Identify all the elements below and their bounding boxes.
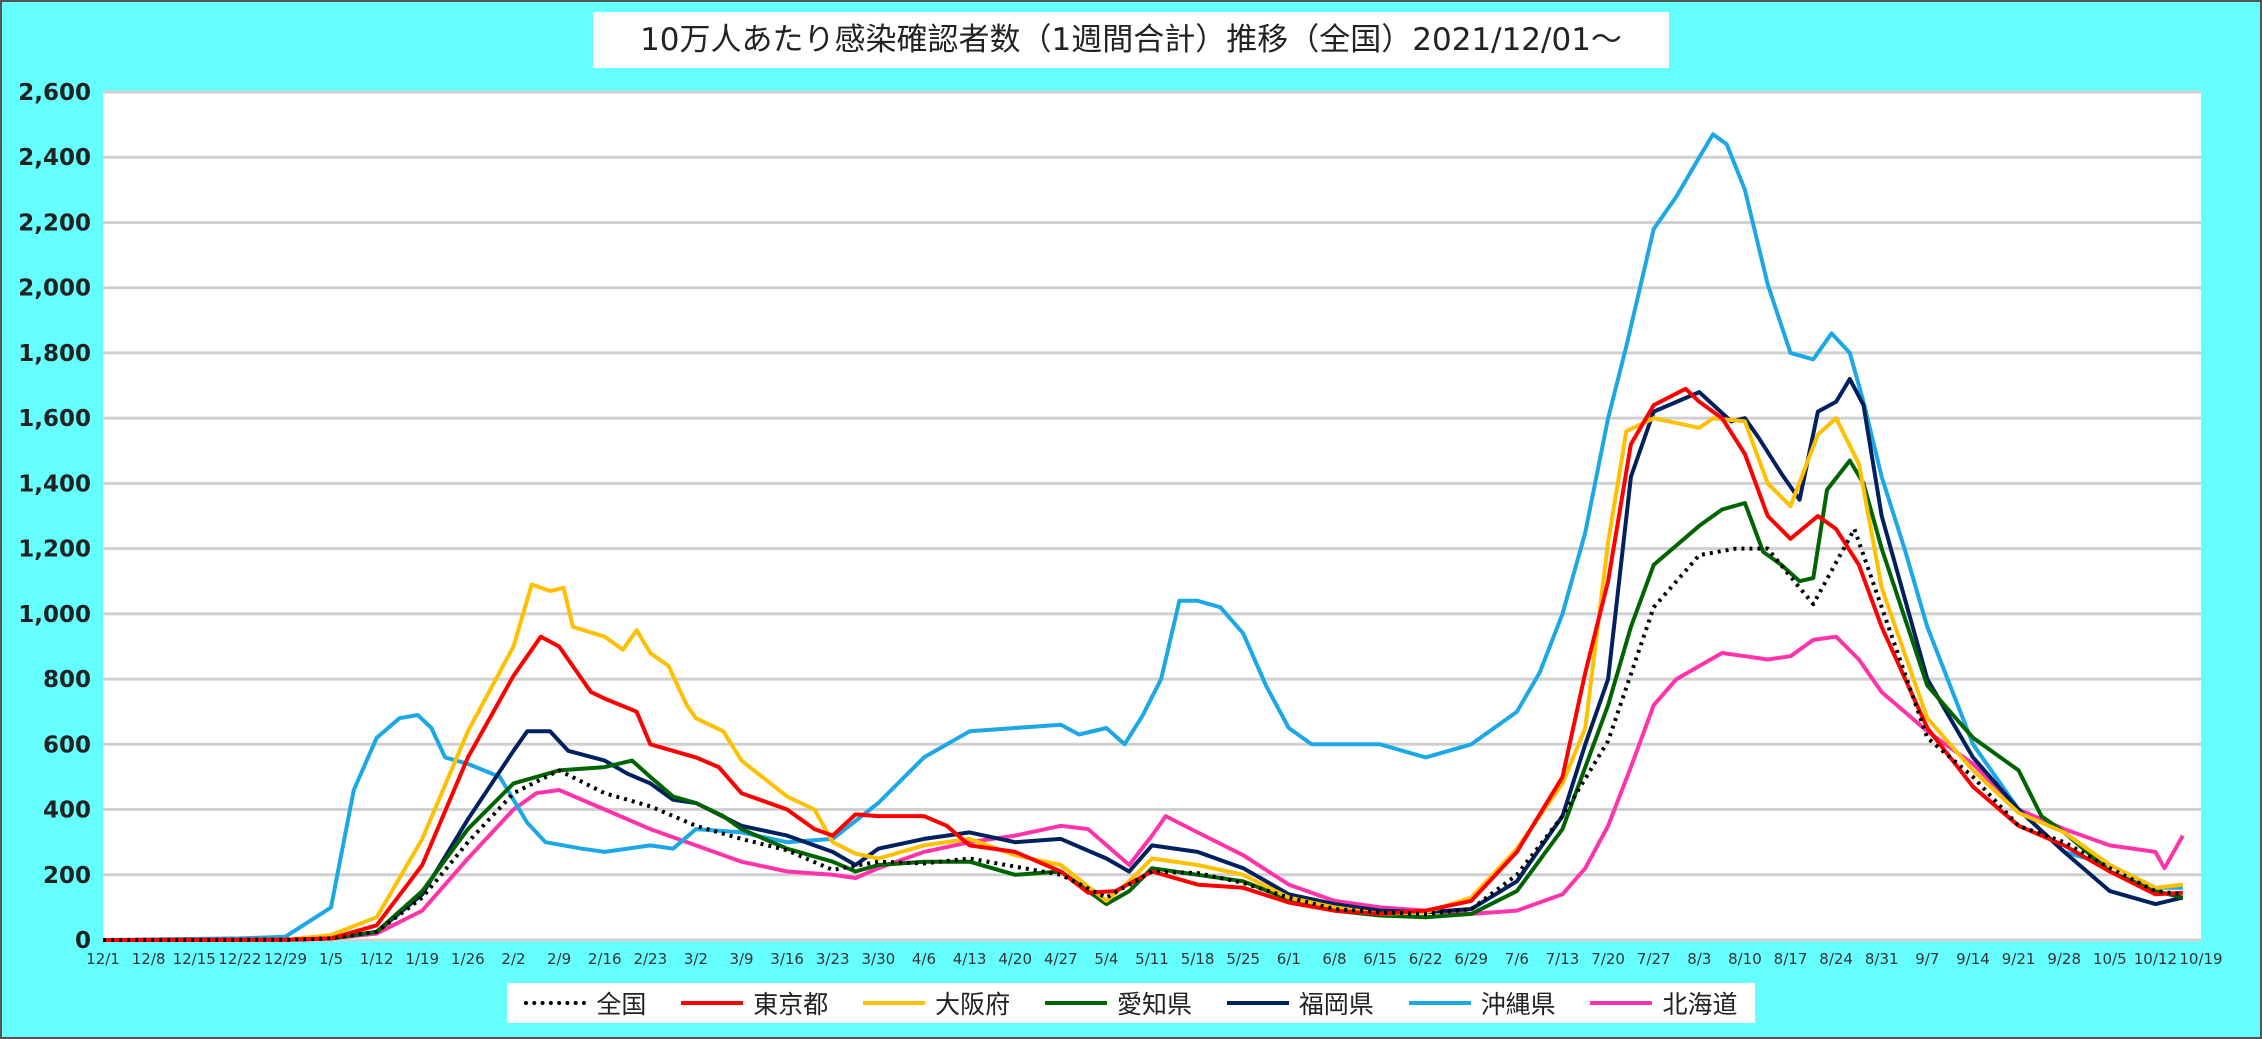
x-tick-label: 12/15 bbox=[173, 950, 216, 968]
x-tick-label: 5/25 bbox=[1226, 950, 1260, 968]
x-tick-label: 9/14 bbox=[1956, 950, 1990, 968]
y-tick-label: 0 bbox=[75, 928, 91, 954]
x-tick-label: 6/15 bbox=[1363, 950, 1397, 968]
legend-label: 愛知県 bbox=[1116, 990, 1192, 1019]
chart-title: 10万人あたり感染確認者数（1週間合計）推移（全国）2021/12/01～ bbox=[593, 12, 1669, 68]
series-lines bbox=[102, 132, 2185, 942]
legend-label: 沖縄県 bbox=[1480, 990, 1556, 1019]
legend-item-aichi: 愛知県 bbox=[1044, 985, 1192, 1021]
x-tick-label: 7/6 bbox=[1505, 950, 1529, 968]
y-axis-ticks: 0 200 400 600 800 1,000 1,200 1,400 1,600 1,800 2,… bbox=[18, 80, 91, 954]
x-tick-label: 2/16 bbox=[588, 950, 622, 968]
legend-swatch bbox=[1408, 1001, 1471, 1005]
x-tick-label: 12/22 bbox=[218, 950, 261, 968]
x-tick-label: 9/28 bbox=[2047, 950, 2081, 968]
x-tick-label: 4/20 bbox=[998, 950, 1032, 968]
series-line-2 bbox=[102, 416, 2184, 942]
legend-swatch bbox=[863, 1001, 926, 1005]
y-tick-label: 400 bbox=[43, 798, 91, 824]
x-tick-label: 7/20 bbox=[1591, 950, 1625, 968]
legend-item-fukuoka: 福岡県 bbox=[1226, 985, 1374, 1021]
series-line-0 bbox=[102, 527, 2184, 942]
y-tick-label: 1,400 bbox=[18, 471, 91, 497]
series-line-1 bbox=[102, 386, 2183, 942]
x-tick-label: 5/18 bbox=[1181, 950, 1215, 968]
x-tick-label: 3/2 bbox=[684, 950, 708, 968]
legend-item-zenkoku: 全国 bbox=[524, 985, 646, 1021]
x-tick-label: 4/6 bbox=[912, 950, 936, 968]
x-tick-label: 6/29 bbox=[1454, 950, 1488, 968]
legend-label: 全国 bbox=[596, 990, 647, 1019]
legend-label: 福岡県 bbox=[1298, 990, 1374, 1019]
x-tick-label: 1/26 bbox=[451, 950, 485, 968]
x-tick-label: 9/21 bbox=[2002, 950, 2036, 968]
x-tick-label: 3/30 bbox=[862, 950, 896, 968]
x-tick-label: 4/13 bbox=[953, 950, 987, 968]
x-tick-label: 1/19 bbox=[405, 950, 439, 968]
y-tick-label: 2,400 bbox=[18, 145, 91, 171]
legend-swatch bbox=[524, 1001, 587, 1005]
y-tick-label: 2,200 bbox=[18, 210, 91, 236]
y-tick-label: 1,200 bbox=[18, 537, 91, 563]
x-tick-label: 2/9 bbox=[547, 950, 571, 968]
legend-item-tokyo: 東京都 bbox=[681, 985, 828, 1021]
legend-label: 大阪府 bbox=[935, 990, 1011, 1019]
y-tick-label: 2,600 bbox=[18, 80, 91, 106]
legend-swatch bbox=[1044, 1001, 1107, 1005]
plot-area bbox=[103, 92, 2201, 940]
legend-item-osaka: 大阪府 bbox=[863, 985, 1010, 1021]
legend-item-hokkaido: 北海道 bbox=[1590, 985, 1737, 1021]
x-tick-label: 2/23 bbox=[633, 950, 667, 968]
x-tick-label: 5/4 bbox=[1094, 950, 1118, 968]
legend-item-okinawa: 沖縄県 bbox=[1408, 985, 1556, 1021]
x-tick-label: 12/1 bbox=[86, 950, 120, 968]
x-tick-label: 9/7 bbox=[1915, 950, 1939, 968]
x-tick-label: 10/5 bbox=[2093, 950, 2127, 968]
x-tick-label: 2/2 bbox=[501, 950, 525, 968]
legend-swatch bbox=[681, 1001, 744, 1005]
x-tick-label: 7/27 bbox=[1637, 950, 1671, 968]
x-tick-label: 8/3 bbox=[1687, 950, 1711, 968]
y-tick-label: 2,000 bbox=[18, 276, 91, 302]
series-line-5 bbox=[102, 132, 2183, 942]
y-tick-label: 600 bbox=[43, 732, 91, 758]
y-tick-label: 1,000 bbox=[18, 602, 91, 628]
x-tick-label: 12/29 bbox=[264, 950, 307, 968]
x-tick-label: 10/19 bbox=[2179, 950, 2222, 968]
x-tick-label: 6/8 bbox=[1322, 950, 1346, 968]
y-tick-label: 1,800 bbox=[18, 341, 91, 367]
series-line-4 bbox=[102, 377, 2184, 942]
x-tick-label: 3/9 bbox=[729, 950, 753, 968]
x-tick-label: 10/12 bbox=[2134, 950, 2177, 968]
legend-label: 北海道 bbox=[1662, 990, 1738, 1019]
x-tick-label: 4/27 bbox=[1044, 950, 1078, 968]
series-line-6 bbox=[102, 634, 2185, 942]
x-tick-label: 8/24 bbox=[1819, 950, 1853, 968]
gridlines bbox=[103, 90, 2201, 942]
legend: 全国 東京都 大阪府 愛知県 福岡県 沖縄県 北海道 bbox=[507, 983, 1755, 1023]
x-axis-ticks: 12/1 12/8 12/15 12/22 12/29 1/5 1/12 1/19 1/26 2/… bbox=[86, 950, 2222, 968]
x-tick-label: 6/1 bbox=[1277, 950, 1301, 968]
x-tick-label: 1/12 bbox=[360, 950, 394, 968]
y-tick-label: 1,600 bbox=[18, 406, 91, 432]
x-tick-label: 5/11 bbox=[1135, 950, 1169, 968]
legend-swatch bbox=[1590, 1001, 1653, 1005]
y-tick-label: 200 bbox=[43, 863, 91, 889]
legend-swatch bbox=[1226, 1001, 1289, 1005]
x-tick-label: 3/23 bbox=[816, 950, 850, 968]
x-tick-label: 1/5 bbox=[319, 950, 343, 968]
y-tick-label: 800 bbox=[43, 667, 91, 693]
x-tick-label: 8/31 bbox=[1865, 950, 1899, 968]
x-tick-label: 12/8 bbox=[132, 950, 166, 968]
x-tick-label: 3/16 bbox=[770, 950, 804, 968]
x-tick-label: 8/17 bbox=[1774, 950, 1808, 968]
legend-label: 東京都 bbox=[753, 990, 829, 1019]
x-tick-label: 6/22 bbox=[1409, 950, 1443, 968]
x-tick-label: 8/10 bbox=[1728, 950, 1762, 968]
x-tick-label: 7/13 bbox=[1546, 950, 1580, 968]
